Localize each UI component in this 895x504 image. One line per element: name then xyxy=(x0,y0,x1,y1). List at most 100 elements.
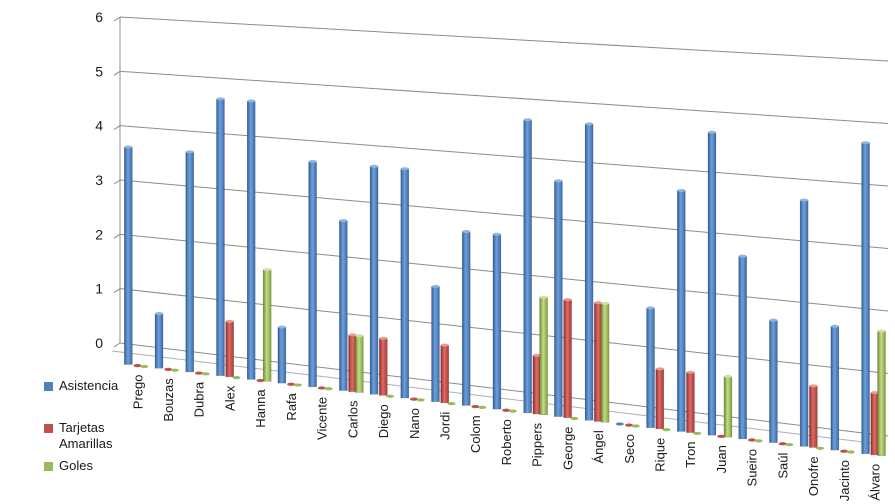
bar-cap xyxy=(277,325,286,329)
bar-cap xyxy=(830,324,839,328)
bar-zero xyxy=(625,423,634,427)
bar xyxy=(655,368,665,430)
legend-swatch-asistencia xyxy=(44,382,53,391)
bar-zero xyxy=(293,383,302,387)
bar-cap xyxy=(554,179,563,183)
bar xyxy=(431,286,440,402)
gridline xyxy=(119,70,889,124)
bar xyxy=(225,321,234,378)
bar-cap xyxy=(440,343,449,347)
x-tick-label: George xyxy=(560,427,575,470)
gridline xyxy=(119,16,889,62)
bar-cap xyxy=(677,188,686,192)
bar-cap xyxy=(861,141,870,145)
bar-cap xyxy=(355,334,364,338)
bar xyxy=(539,296,548,416)
bar xyxy=(723,376,733,438)
bar xyxy=(686,371,695,433)
bar xyxy=(369,166,379,395)
y-tick-label: 6 xyxy=(95,9,103,25)
x-tick-label: Carlos xyxy=(345,400,360,438)
bar-cap xyxy=(523,118,532,122)
x-tick-label: Pippers xyxy=(530,422,545,467)
legend-label-asistencia: Asistencia xyxy=(59,378,119,393)
x-tick-label: Rafa xyxy=(284,392,299,420)
bar-cap xyxy=(601,301,610,305)
bar xyxy=(308,161,317,388)
bar-zero xyxy=(201,372,210,376)
side-wall-tick xyxy=(113,179,121,185)
x-tick-label: Roberto xyxy=(499,419,514,465)
bar xyxy=(355,335,364,393)
bar-cap xyxy=(370,164,379,168)
bar-zero xyxy=(693,431,702,436)
bar-zero xyxy=(324,387,333,391)
legend-item-goles: Goles xyxy=(44,458,154,474)
bar-zero xyxy=(662,428,671,432)
legend-swatch-tarjetas-amarillas xyxy=(44,424,53,433)
bar-zero xyxy=(416,398,425,402)
legend-swatch-goles xyxy=(44,462,53,471)
bar-cap xyxy=(155,312,164,316)
bar xyxy=(440,344,449,404)
x-tick-label: Jacinto xyxy=(837,460,852,501)
legend-label-goles: Goles xyxy=(59,458,93,473)
x-tick-label: Saúl xyxy=(775,453,790,479)
bar-zero xyxy=(447,402,456,406)
x-tick-label: Colom xyxy=(468,415,483,453)
bar-zero xyxy=(717,434,726,438)
bar-zero xyxy=(785,442,794,447)
x-tick-label: Seco xyxy=(622,434,637,464)
bar xyxy=(124,146,133,365)
bar xyxy=(246,100,256,380)
bar-cap xyxy=(124,145,133,149)
side-wall-tick xyxy=(113,288,121,294)
bar xyxy=(339,220,348,391)
y-tick-label: 1 xyxy=(95,281,103,297)
bar xyxy=(216,98,225,376)
bar xyxy=(563,299,572,418)
side-wall-tick xyxy=(113,342,121,348)
bar xyxy=(554,180,563,417)
y-tick-label: 5 xyxy=(95,63,103,79)
bar xyxy=(400,168,410,399)
bar-cap xyxy=(686,370,695,374)
bar xyxy=(799,199,809,447)
bar xyxy=(830,326,840,451)
bar-cap xyxy=(646,306,655,310)
y-tick-label: 3 xyxy=(95,172,103,188)
bar-cap xyxy=(809,384,818,388)
x-tick-label: Juan xyxy=(714,445,729,473)
bar-zero xyxy=(133,364,142,368)
bar-zero xyxy=(502,408,511,412)
x-tick-label: Diego xyxy=(376,404,391,438)
bar-zero xyxy=(256,378,265,383)
bar-cap xyxy=(492,232,501,236)
bar xyxy=(769,319,778,443)
bar-cap xyxy=(585,122,594,126)
bar-cap xyxy=(185,150,194,154)
y-tick-label: 4 xyxy=(95,118,103,134)
bar-zero xyxy=(631,424,640,428)
bar-zero xyxy=(570,416,579,421)
bar-zero xyxy=(409,397,418,401)
bar-cap xyxy=(339,219,348,223)
bar-cap xyxy=(431,284,440,288)
bar-cap xyxy=(723,374,732,378)
x-axis-categories: Prego Bouzas Dubra Alex Hanna Rafa Vicente Carl… xyxy=(130,374,882,501)
bar-zero xyxy=(478,405,487,409)
bar xyxy=(600,303,610,423)
bar-cap xyxy=(247,99,256,103)
bar-zero xyxy=(317,386,326,390)
bar-cap xyxy=(400,167,409,171)
x-tick-label: Ángel xyxy=(591,430,606,463)
bar-zero xyxy=(140,364,149,369)
bar-cap xyxy=(308,159,317,163)
bar-zero xyxy=(287,382,296,386)
bar-zero xyxy=(164,367,173,371)
bar xyxy=(584,123,594,421)
legend-item-tarjetas-amarillas: Tarjetas Amarillas xyxy=(44,420,137,452)
bar xyxy=(707,132,717,436)
bar-cap xyxy=(462,230,471,234)
bar-cap xyxy=(225,319,234,323)
